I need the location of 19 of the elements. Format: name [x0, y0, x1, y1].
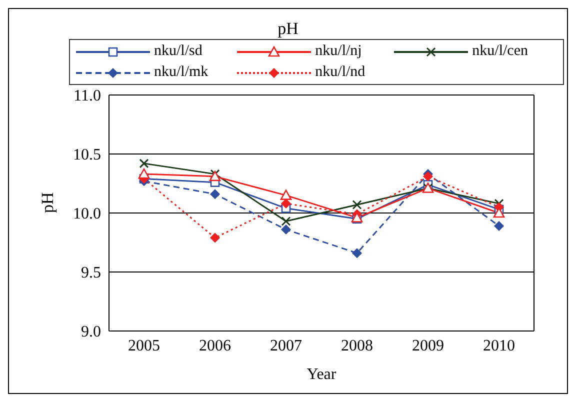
- x-tick-label: 2009: [412, 337, 444, 354]
- legend-label: nku/l/mk: [154, 64, 208, 80]
- x-tick-label: 2006: [199, 337, 231, 354]
- y-tick-label: 9.0: [81, 324, 101, 341]
- legend-label: nku/l/nd: [315, 64, 366, 80]
- legend-label: nku/l/sd: [154, 43, 202, 59]
- y-tick-label: 9.5: [81, 264, 101, 282]
- x-axis-title: Year: [306, 366, 337, 383]
- chart-title: pH: [276, 19, 300, 39]
- y-tick-label: 11.0: [74, 88, 101, 105]
- legend-label: nku/l/nj: [315, 43, 362, 59]
- x-tick-label: 2007: [270, 337, 302, 354]
- y-tick-label: 10.5: [73, 146, 101, 164]
- x-tick-label: 2010: [483, 337, 515, 354]
- x-tick-label: 2005: [128, 337, 160, 354]
- legend-label: nku/l/cen: [472, 43, 528, 59]
- y-tick-label: 10.0: [73, 206, 101, 223]
- y-axis-title: pH: [38, 192, 58, 213]
- x-tick-label: 2008: [341, 337, 373, 354]
